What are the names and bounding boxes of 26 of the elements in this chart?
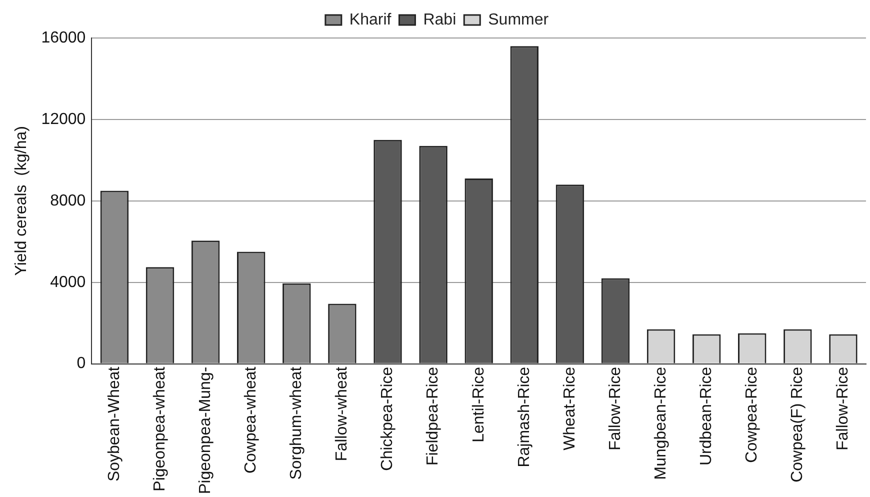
- x-tick-label: Mungbean-Rice: [652, 366, 670, 480]
- x-tick-label: Fieldpea-Rice: [424, 366, 442, 466]
- legend-label: Rabi: [423, 11, 456, 28]
- legend-label: Summer: [488, 11, 550, 28]
- y-axis-title: Yield cereals (kg/ha): [13, 126, 30, 276]
- x-tick-label: Chickpea-Rice: [379, 366, 396, 471]
- x-tick-label: Wheat-Rice: [561, 366, 578, 450]
- y-tick-label: 8000: [50, 192, 86, 210]
- x-tick-label: Pigeonpea-wheat: [151, 366, 168, 492]
- x-tick-label: Fallow-wheat: [334, 366, 351, 462]
- y-tick-label: 0: [76, 355, 86, 372]
- x-tick-label: Urdbean-Rice: [698, 366, 715, 466]
- x-tick-label: Soybean-Wheat: [106, 366, 123, 482]
- x-tick-label: Fallow-Rice: [606, 366, 624, 450]
- legend-label: Kharif: [349, 11, 392, 28]
- x-tick-label: Sorghum-wheat: [288, 366, 306, 480]
- x-tick-label: Rajmash-Rice: [516, 366, 533, 468]
- x-tick-label: Cowpea-Rice: [744, 366, 761, 463]
- x-tick-label: Cowpea-wheat: [242, 366, 260, 474]
- x-tick-label: Pigeonpea-Mung-: [196, 366, 214, 494]
- y-tick-label: 16000: [41, 29, 86, 46]
- x-tick-label: Cowpea(F) Rice: [789, 366, 806, 482]
- y-tick-label: 4000: [50, 274, 86, 291]
- x-tick-label: Fallow-Rice: [834, 366, 852, 450]
- y-tick-label: 12000: [41, 110, 86, 128]
- x-tick-label: Lentil-Rice: [470, 366, 488, 442]
